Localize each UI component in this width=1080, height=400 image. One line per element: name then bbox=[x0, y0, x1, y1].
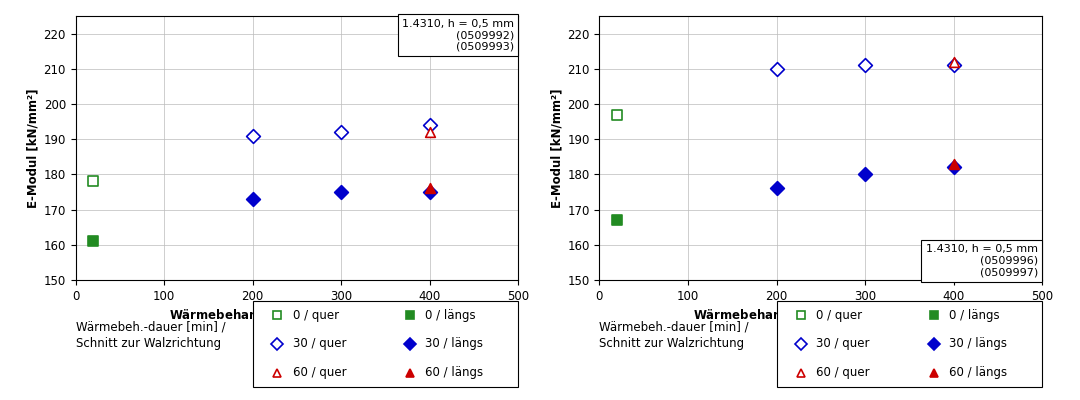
Point bbox=[768, 66, 785, 72]
Point bbox=[421, 185, 438, 192]
Point bbox=[244, 196, 261, 202]
Text: 60 / längs: 60 / längs bbox=[949, 366, 1008, 379]
Point bbox=[244, 132, 261, 139]
Text: 0 / längs: 0 / längs bbox=[949, 309, 1000, 322]
Point bbox=[856, 171, 874, 178]
Y-axis label: E-Modul [kN/mm²]: E-Modul [kN/mm²] bbox=[550, 88, 563, 208]
Text: 0 / längs: 0 / längs bbox=[426, 309, 476, 322]
Text: 0 / quer: 0 / quer bbox=[293, 309, 339, 322]
Text: 1.4310, h = 0,5 mm
(0509992)
(0509993): 1.4310, h = 0,5 mm (0509992) (0509993) bbox=[402, 19, 514, 52]
Bar bbox=[253, 301, 518, 387]
X-axis label: Wärmebehandlungstemperatur $T_\mathrm{A}$ [°C]: Wärmebehandlungstemperatur $T_\mathrm{A}… bbox=[693, 307, 948, 324]
X-axis label: Wärmebehandlungstemperatur $T_\mathrm{A}$ [°C]: Wärmebehandlungstemperatur $T_\mathrm{A}… bbox=[170, 307, 424, 324]
Text: 0 / quer: 0 / quer bbox=[816, 309, 863, 322]
Point bbox=[608, 111, 625, 118]
Point bbox=[333, 129, 350, 135]
Text: Wärmebeh.-dauer [min] /
Schnitt zur Walzrichtung: Wärmebeh.-dauer [min] / Schnitt zur Walz… bbox=[76, 320, 226, 350]
Text: 60 / quer: 60 / quer bbox=[816, 366, 870, 379]
Text: 60 / quer: 60 / quer bbox=[293, 366, 347, 379]
Point bbox=[84, 178, 102, 185]
Point bbox=[856, 62, 874, 68]
Point bbox=[768, 185, 785, 192]
Point bbox=[945, 164, 962, 170]
Text: 30 / quer: 30 / quer bbox=[293, 338, 346, 350]
Text: Wärmebeh.-dauer [min] /
Schnitt zur Walzrichtung: Wärmebeh.-dauer [min] / Schnitt zur Walz… bbox=[599, 320, 750, 350]
Point bbox=[421, 129, 438, 135]
Point bbox=[84, 238, 102, 244]
Point bbox=[421, 189, 438, 195]
Point bbox=[945, 161, 962, 167]
Point bbox=[945, 62, 962, 68]
Text: 30 / längs: 30 / längs bbox=[426, 338, 484, 350]
Text: 30 / quer: 30 / quer bbox=[816, 338, 869, 350]
Text: 60 / längs: 60 / längs bbox=[426, 366, 484, 379]
Y-axis label: E-Modul [kN/mm²]: E-Modul [kN/mm²] bbox=[26, 88, 39, 208]
Text: 1.4310, h = 0,5 mm
(0509996)
(0509997): 1.4310, h = 0,5 mm (0509996) (0509997) bbox=[926, 244, 1038, 277]
Point bbox=[945, 58, 962, 65]
Point bbox=[608, 217, 625, 223]
Bar bbox=[777, 301, 1042, 387]
Point bbox=[333, 189, 350, 195]
Text: 30 / längs: 30 / längs bbox=[949, 338, 1008, 350]
Point bbox=[421, 122, 438, 128]
